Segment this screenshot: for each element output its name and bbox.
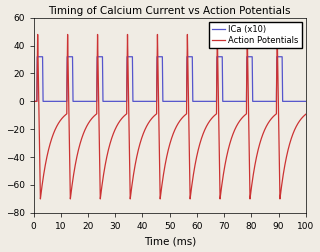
X-axis label: Time (ms): Time (ms)	[144, 236, 196, 246]
ICa (x10)	[284, 100, 288, 103]
Action Potentials	[227, 147, 230, 150]
Action Potentials	[284, 159, 288, 162]
ICa (x10)	[63, 100, 67, 103]
Line: ICa (x10): ICa (x10)	[34, 57, 306, 101]
Action Potentials	[254, 159, 258, 162]
Line: Action Potentials: Action Potentials	[34, 35, 306, 199]
Action Potentials	[304, 113, 308, 116]
ICa (x10)	[35, 55, 39, 58]
ICa (x10)	[178, 100, 182, 103]
ICa (x10)	[175, 100, 179, 103]
Action Potentials	[32, 100, 36, 103]
Action Potentials	[178, 119, 182, 122]
Action Potentials	[175, 125, 179, 128]
Action Potentials	[63, 114, 67, 117]
ICa (x10)	[254, 100, 258, 103]
ICa (x10)	[304, 100, 308, 103]
ICa (x10)	[32, 100, 36, 103]
Action Potentials	[38, 197, 42, 200]
Action Potentials	[36, 33, 40, 36]
Legend: ICa (x10), Action Potentials: ICa (x10), Action Potentials	[209, 22, 302, 48]
Title: Timing of Calcium Current vs Action Potentials: Timing of Calcium Current vs Action Pote…	[48, 6, 291, 16]
ICa (x10)	[227, 100, 230, 103]
